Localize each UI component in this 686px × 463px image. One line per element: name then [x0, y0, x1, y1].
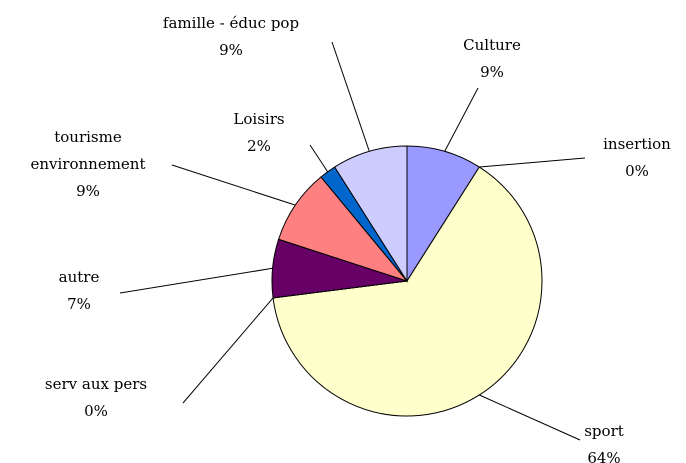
slice-label: Loisirs 2%: [209, 106, 309, 160]
slice-label: sport 64%: [544, 418, 664, 463]
leader-line: [182, 297, 274, 404]
category-label: insertion: [603, 135, 671, 153]
category-label: serv aux pers: [44, 375, 148, 393]
value-label: 64%: [587, 449, 621, 463]
value-label: 9%: [480, 63, 504, 81]
slice-label: Culture 9%: [432, 32, 552, 86]
slice-label: famille - éduc pop 9%: [131, 10, 331, 64]
slice-label: tourisme environnement 9%: [8, 124, 168, 205]
value-label: 7%: [67, 295, 91, 313]
category-label: famille - éduc pop: [162, 14, 300, 32]
slice-label: autre 7%: [29, 264, 129, 318]
value-label: 9%: [76, 182, 100, 200]
leader-line: [479, 394, 581, 441]
leader-line: [119, 267, 273, 294]
category-label: autre: [58, 268, 100, 286]
category-label: Loisirs: [233, 110, 285, 128]
pie-slice: [272, 166, 543, 417]
leader-line: [171, 164, 296, 206]
value-label: 2%: [247, 137, 271, 155]
leader-line: [309, 144, 329, 173]
category-label: Culture: [463, 36, 521, 54]
leader-line: [444, 87, 479, 152]
leader-line: [331, 41, 370, 152]
value-label: 9%: [219, 41, 243, 59]
category-label: tourisme environnement: [30, 128, 146, 173]
value-label: 0%: [84, 402, 108, 420]
leader-line: [479, 157, 586, 168]
value-label: 0%: [625, 162, 649, 180]
category-label: sport: [584, 422, 624, 440]
slice-label: serv aux pers 0%: [16, 371, 176, 425]
slice-label: insertion 0%: [577, 131, 686, 185]
